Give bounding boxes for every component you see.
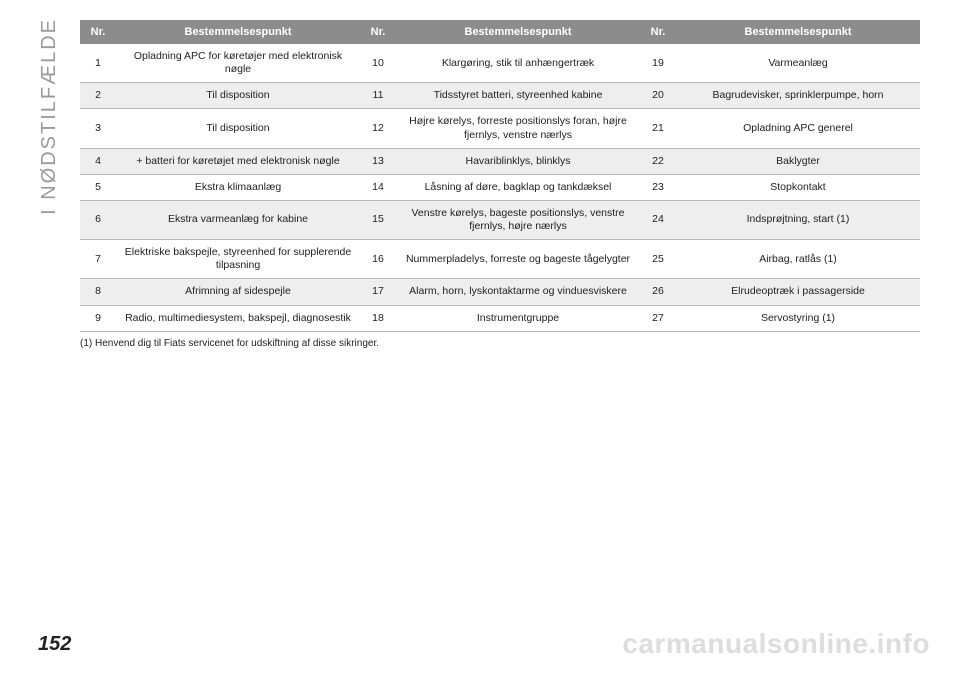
cell-nr: 25 [640, 240, 676, 279]
fuse-table: Nr. Bestemmelsespunkt Nr. Bestemmelsespu… [80, 20, 920, 332]
cell-dest: Stopkontakt [676, 174, 920, 200]
col-dest-1: Bestemmelsespunkt [116, 20, 360, 44]
table-row: 4+ batteri for køretøjet med elektronisk… [80, 148, 920, 174]
cell-nr: 6 [80, 200, 116, 239]
footnote: (1) Henvend dig til Fiats servicenet for… [80, 338, 920, 349]
col-nr-3: Nr. [640, 20, 676, 44]
cell-nr: 4 [80, 148, 116, 174]
cell-dest: Klargøring, stik til anhængertræk [396, 44, 640, 83]
cell-nr: 10 [360, 44, 396, 83]
cell-dest: Elektriske bakspejle, styreenhed for sup… [116, 240, 360, 279]
cell-dest: Elrudeoptræk i passagerside [676, 279, 920, 305]
cell-nr: 27 [640, 305, 676, 331]
cell-dest: Opladning APC for køretøjer med elektron… [116, 44, 360, 83]
table-row: 5Ekstra klimaanlæg14Låsning af døre, bag… [80, 174, 920, 200]
cell-dest: + batteri for køretøjet med elektronisk … [116, 148, 360, 174]
cell-nr: 26 [640, 279, 676, 305]
col-nr-1: Nr. [80, 20, 116, 44]
table-header: Nr. Bestemmelsespunkt Nr. Bestemmelsespu… [80, 20, 920, 44]
cell-dest: Nummerpladelys, forreste og bageste tåge… [396, 240, 640, 279]
table-row: 7Elektriske bakspejle, styreenhed for su… [80, 240, 920, 279]
cell-nr: 16 [360, 240, 396, 279]
cell-nr: 19 [640, 44, 676, 83]
cell-dest: Airbag, ratlås (1) [676, 240, 920, 279]
table-row: 3Til disposition12Højre kørelys, forrest… [80, 109, 920, 148]
cell-dest: Servostyring (1) [676, 305, 920, 331]
cell-dest: Til disposition [116, 83, 360, 109]
cell-dest: Instrumentgruppe [396, 305, 640, 331]
cell-nr: 1 [80, 44, 116, 83]
cell-dest: Alarm, horn, lyskontaktarme og vinduesvi… [396, 279, 640, 305]
cell-dest: Afrimning af sidespejle [116, 279, 360, 305]
cell-nr: 17 [360, 279, 396, 305]
cell-dest: Indsprøjtning, start (1) [676, 200, 920, 239]
cell-nr: 20 [640, 83, 676, 109]
page: I NØDSTILFÆLDE Nr. Bestemmelsespunkt Nr.… [0, 0, 960, 678]
cell-dest: Ekstra varmeanlæg for kabine [116, 200, 360, 239]
watermark: carmanualsonline.info [622, 628, 930, 660]
cell-nr: 24 [640, 200, 676, 239]
table-row: 8Afrimning af sidespejle17Alarm, horn, l… [80, 279, 920, 305]
col-dest-2: Bestemmelsespunkt [396, 20, 640, 44]
cell-nr: 11 [360, 83, 396, 109]
col-nr-2: Nr. [360, 20, 396, 44]
cell-nr: 14 [360, 174, 396, 200]
cell-nr: 3 [80, 109, 116, 148]
cell-nr: 9 [80, 305, 116, 331]
cell-nr: 8 [80, 279, 116, 305]
cell-dest: Højre kørelys, forreste positionslys for… [396, 109, 640, 148]
cell-dest: Opladning APC generel [676, 109, 920, 148]
cell-nr: 13 [360, 148, 396, 174]
section-tab: I NØDSTILFÆLDE [38, 18, 61, 215]
cell-dest: Havariblinklys, blinklys [396, 148, 640, 174]
cell-nr: 5 [80, 174, 116, 200]
cell-nr: 12 [360, 109, 396, 148]
cell-nr: 23 [640, 174, 676, 200]
cell-dest: Bagrudevisker, sprinklerpumpe, horn [676, 83, 920, 109]
table-row: 9Radio, multimediesystem, bakspejl, diag… [80, 305, 920, 331]
cell-dest: Radio, multimediesystem, bakspejl, diagn… [116, 305, 360, 331]
cell-dest: Baklygter [676, 148, 920, 174]
col-dest-3: Bestemmelsespunkt [676, 20, 920, 44]
cell-dest: Til disposition [116, 109, 360, 148]
cell-nr: 7 [80, 240, 116, 279]
page-number: 152 [38, 633, 71, 656]
cell-nr: 2 [80, 83, 116, 109]
cell-dest: Tidsstyret batteri, styreenhed kabine [396, 83, 640, 109]
table-row: 1Opladning APC for køretøjer med elektro… [80, 44, 920, 83]
cell-dest: Venstre kørelys, bageste positionslys, v… [396, 200, 640, 239]
cell-dest: Låsning af døre, bagklap og tankdæksel [396, 174, 640, 200]
cell-nr: 22 [640, 148, 676, 174]
cell-nr: 18 [360, 305, 396, 331]
cell-nr: 15 [360, 200, 396, 239]
cell-dest: Varmeanlæg [676, 44, 920, 83]
table-body: 1Opladning APC for køretøjer med elektro… [80, 44, 920, 331]
cell-nr: 21 [640, 109, 676, 148]
table-row: 6Ekstra varmeanlæg for kabine15Venstre k… [80, 200, 920, 239]
table-row: 2Til disposition11Tidsstyret batteri, st… [80, 83, 920, 109]
cell-dest: Ekstra klimaanlæg [116, 174, 360, 200]
